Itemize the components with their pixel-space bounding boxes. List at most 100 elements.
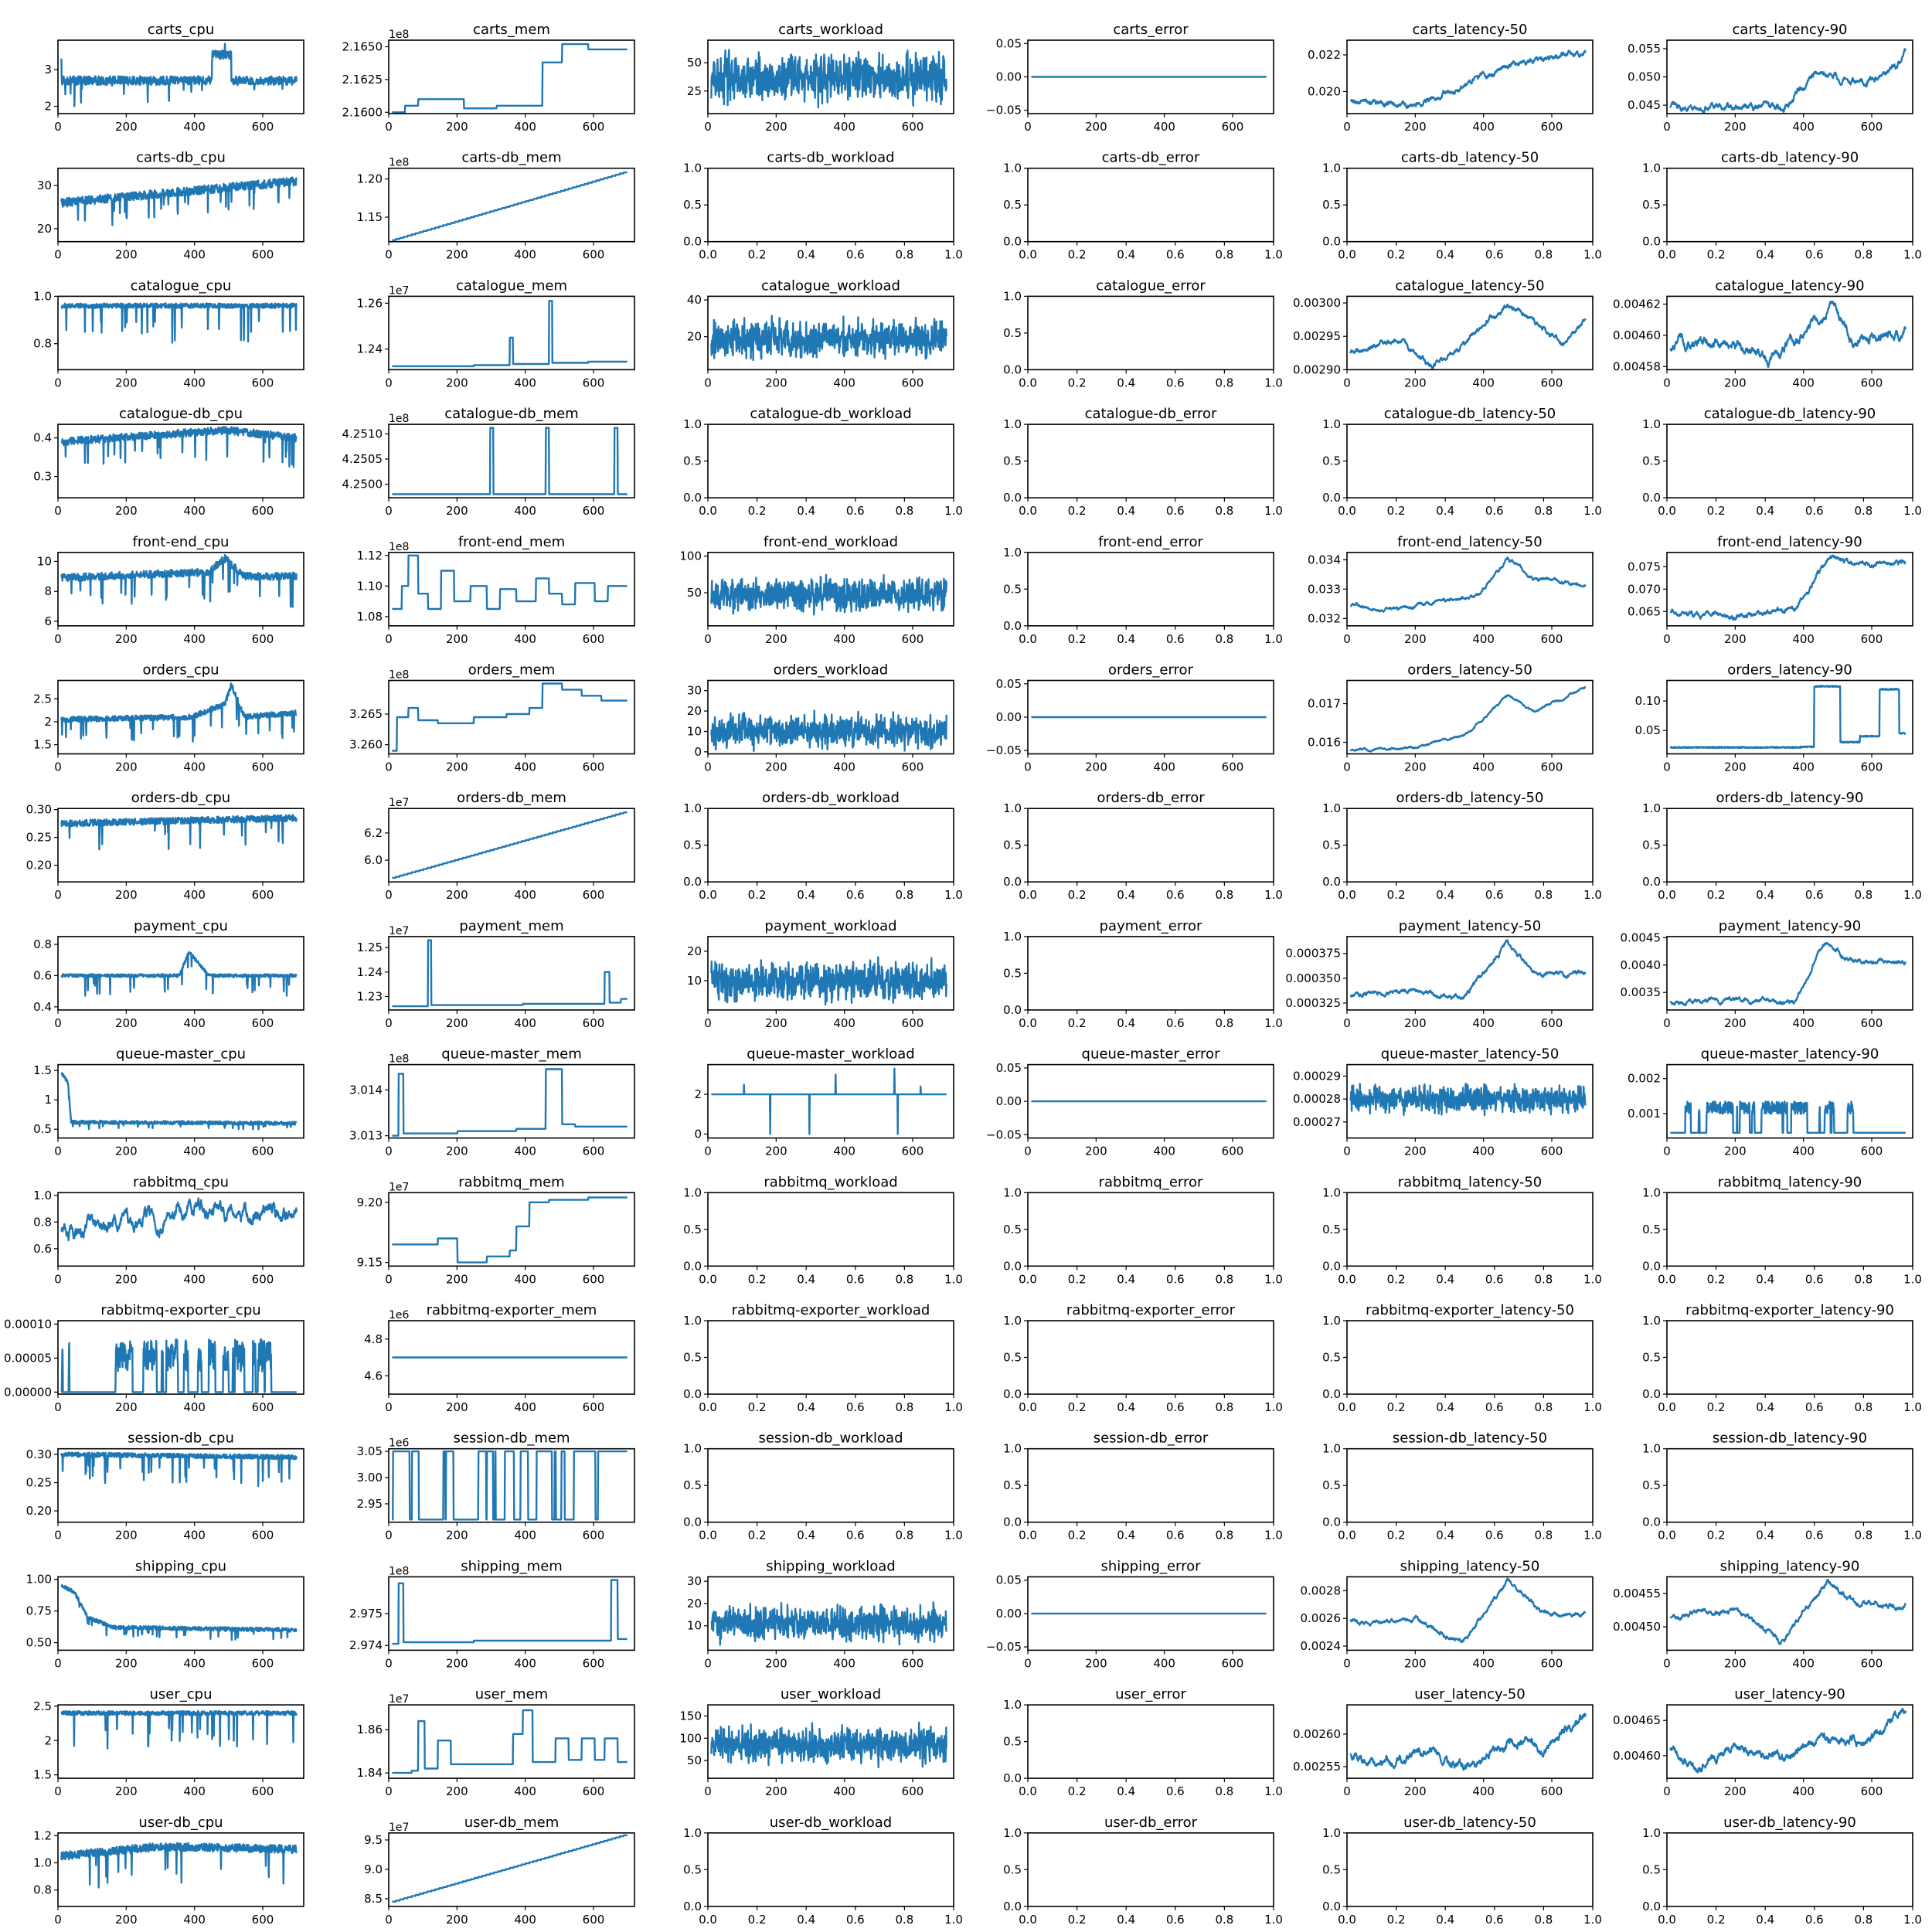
x-tick-label: 200 xyxy=(1404,1656,1427,1670)
y-tick-label: 100 xyxy=(679,549,702,563)
x-tick-label: 0.6 xyxy=(1166,1016,1185,1030)
subplot-title: session-db_latency-90 xyxy=(1713,1430,1867,1447)
subplot-title: user_mem xyxy=(475,1686,548,1702)
subplot-session-db_error: session-db_error 0.0 0.2 0.4 0.6 0.8 1.0 0.0 0.5… xyxy=(1003,1430,1283,1543)
series-line xyxy=(1669,301,1906,369)
x-tick-label: 0 xyxy=(385,1784,393,1798)
y-tick-label: 1.5 xyxy=(33,1063,52,1077)
x-tick-label: 1.0 xyxy=(1583,1272,1602,1286)
series-line xyxy=(1349,1713,1587,1771)
x-tick-label: 600 xyxy=(583,120,605,134)
y-tick-label: 0.5 xyxy=(683,1223,702,1236)
x-tick-label: 200 xyxy=(115,248,138,262)
x-tick-label: 400 xyxy=(183,120,206,134)
subplot-title: rabbitmq_latency-50 xyxy=(1398,1174,1543,1190)
y-tick-label: 0.00 xyxy=(996,1607,1022,1621)
y-tick-label: 30 xyxy=(37,179,52,192)
y-tick-label: 1.0 xyxy=(1322,801,1341,815)
subplot-catalogue-db_latency-90: catalogue-db_latency-90 0.0 0.2 0.4 0.6 0.8 1.… xyxy=(1642,406,1922,518)
y-tick-label: 50 xyxy=(687,1753,702,1767)
x-tick-label: 0.4 xyxy=(1117,632,1135,646)
subplot-carts_error: carts_error 0 200 400 600 −0.05 0.00 0.05 xyxy=(986,22,1274,134)
x-tick-label: 0 xyxy=(1024,760,1032,774)
y-tick-label: 9.20 xyxy=(357,1196,383,1209)
x-tick-label: 600 xyxy=(1222,760,1244,774)
axes-frame xyxy=(1346,39,1594,114)
x-tick-label: 0.8 xyxy=(895,1272,913,1286)
y-tick-label: 20 xyxy=(687,330,702,344)
x-tick-label: 1.0 xyxy=(944,1913,963,1927)
x-tick-label: 0.8 xyxy=(895,504,913,518)
axes-frame xyxy=(388,1320,635,1395)
axes-frame xyxy=(388,936,635,1011)
y-offset-label: 1e6 xyxy=(389,1437,410,1450)
x-tick-label: 0.0 xyxy=(1019,1913,1037,1927)
y-tick-label: 0.0 xyxy=(1642,875,1661,889)
series-line xyxy=(1669,941,1906,1007)
subplot-carts-db_workload: carts-db_workload 0.0 0.2 0.4 0.6 0.8 1.0 0.0 0.… xyxy=(683,150,963,262)
y-tick-label: 0.0 xyxy=(1322,235,1341,249)
x-tick-label: 0.6 xyxy=(1166,888,1185,902)
axes-frame xyxy=(1666,1704,1913,1779)
y-tick-label: 0.033 xyxy=(1308,582,1341,596)
x-tick-label: 400 xyxy=(833,1784,855,1798)
x-tick-label: 0 xyxy=(385,888,393,902)
y-tick-label: 0.5 xyxy=(1003,1478,1022,1492)
y-tick-label: 0.3 xyxy=(33,470,52,484)
y-tick-label: 0.30 xyxy=(26,1447,52,1461)
x-tick-label: 1.0 xyxy=(1264,248,1283,262)
axes-frame xyxy=(388,1704,635,1779)
series-line xyxy=(1349,556,1587,613)
subplot-carts-db_latency-50: carts-db_latency-50 0.0 0.2 0.4 0.6 0.8 1.0 0.0… xyxy=(1322,150,1602,262)
y-offset-label: 1e8 xyxy=(389,669,409,682)
subplot-title: session-db_latency-50 xyxy=(1393,1430,1547,1447)
subplot-catalogue_latency-50: catalogue_latency-50 0 200 400 600 0.00290 0.0… xyxy=(1293,277,1594,389)
y-tick-label: 1.5 xyxy=(33,1768,52,1782)
x-tick-label: 600 xyxy=(1861,760,1883,774)
x-tick-label: 0.0 xyxy=(1338,888,1356,902)
y-tick-label: 1.0 xyxy=(683,1314,702,1328)
x-tick-label: 0 xyxy=(385,1656,393,1670)
y-tick-label: 50 xyxy=(687,56,702,70)
axes-frame xyxy=(1027,167,1274,243)
x-tick-label: 0.0 xyxy=(1338,1913,1356,1927)
y-tick-label: 0.5 xyxy=(1642,838,1661,852)
x-tick-label: 0 xyxy=(54,504,62,518)
x-tick-label: 0 xyxy=(704,632,712,646)
x-tick-label: 0.4 xyxy=(1117,504,1135,518)
y-tick-label: 0.0 xyxy=(1642,1387,1661,1401)
axes-frame xyxy=(1346,167,1594,243)
x-tick-label: 0 xyxy=(385,248,393,262)
x-tick-label: 0.8 xyxy=(1854,888,1872,902)
x-tick-label: 0.2 xyxy=(1068,504,1087,518)
axes-frame xyxy=(1027,936,1274,1011)
x-tick-label: 600 xyxy=(902,1784,924,1798)
y-tick-label: 0.0 xyxy=(1003,235,1022,249)
x-tick-label: 0 xyxy=(704,120,712,134)
series-line xyxy=(710,709,947,752)
series-line xyxy=(60,1842,298,1889)
x-tick-label: 0.0 xyxy=(1338,1272,1356,1286)
series-line xyxy=(391,1709,628,1774)
x-tick-label: 600 xyxy=(1861,1016,1883,1030)
subplot-title: carts-db_error xyxy=(1102,150,1200,166)
y-tick-label: 6.2 xyxy=(364,826,383,840)
x-tick-label: 200 xyxy=(1724,1656,1747,1670)
axes-frame xyxy=(1346,1704,1594,1779)
subplot-title: session-db_cpu xyxy=(128,1430,234,1447)
series-line xyxy=(60,425,298,468)
x-tick-label: 200 xyxy=(115,1016,138,1030)
x-tick-label: 600 xyxy=(583,1145,605,1158)
y-tick-label: 0.0 xyxy=(1642,1900,1661,1913)
x-tick-label: 0.6 xyxy=(1805,1400,1824,1414)
subplot-user-db_latency-50: user-db_latency-50 0.0 0.2 0.4 0.6 0.8 1.0 0.0 0… xyxy=(1322,1815,1602,1927)
x-tick-label: 600 xyxy=(252,632,274,646)
y-tick-label: 0.0 xyxy=(1003,1771,1022,1785)
x-tick-label: 600 xyxy=(583,760,605,774)
x-tick-label: 400 xyxy=(833,120,855,134)
y-tick-label: 2 xyxy=(694,1087,702,1101)
y-tick-label: 0.00000 xyxy=(4,1385,52,1399)
x-tick-label: 0.4 xyxy=(1117,1400,1135,1414)
x-tick-label: 0.8 xyxy=(895,248,913,262)
x-tick-label: 200 xyxy=(1724,376,1747,389)
